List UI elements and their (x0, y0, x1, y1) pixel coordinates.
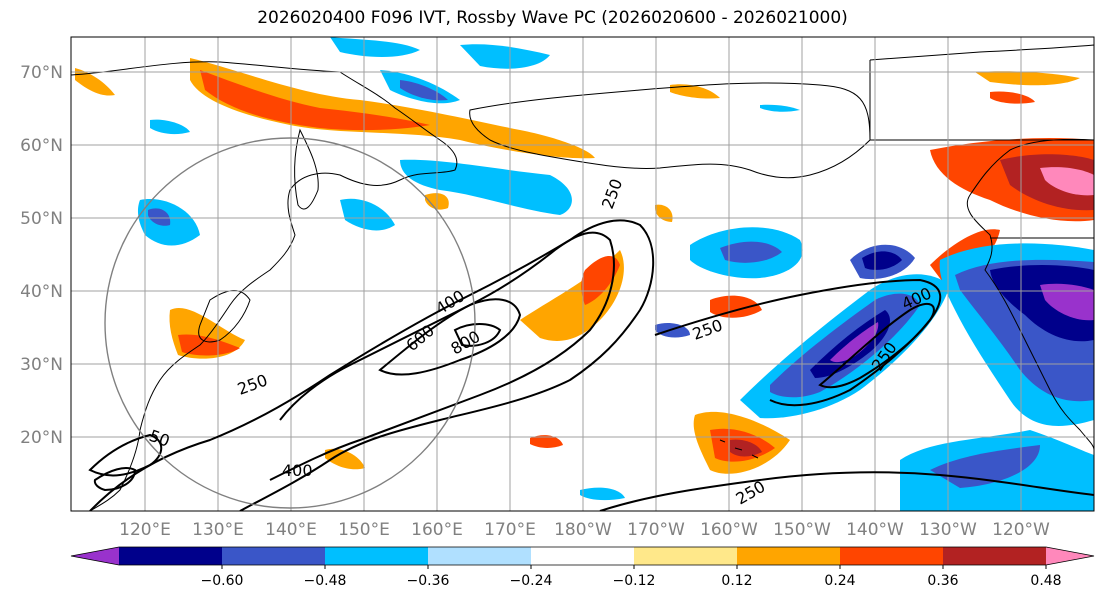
lat-label: 70°N (20, 63, 63, 83)
positive-anomaly-regions (75, 58, 1094, 474)
colorbar-segment (840, 547, 944, 565)
neg-region-small-c (760, 104, 800, 112)
colorbar-tick-label: −0.60 (201, 573, 244, 589)
colorbar-segment (634, 547, 738, 565)
latitude-labels: 70°N 60°N 50°N 40°N 30°N 20°N (20, 63, 63, 448)
coastline-hawaii (719, 439, 759, 459)
pos-region-small-2 (530, 435, 563, 448)
ivt-contour-250-south (599, 471, 1094, 511)
neg-region-arctic-1-core (400, 80, 448, 101)
lon-label: 130°E (192, 520, 244, 540)
neg-region-aleutian-mid (340, 198, 395, 231)
neg-region-pacific-150w-core (720, 241, 782, 263)
plot-frame (70, 36, 1095, 512)
coastline-kamchatka (294, 128, 319, 210)
ivt-contours (88, 219, 1094, 511)
colorbar-tick-label: 0.24 (824, 573, 855, 589)
colorbar-segment (119, 547, 223, 565)
lon-label: 160°E (411, 520, 463, 540)
lon-label: 170°E (484, 520, 536, 540)
lon-label: 140°W (846, 520, 904, 540)
grid-lines (71, 37, 1094, 511)
ivt-contour-sw-loop (93, 467, 137, 492)
colorbar-arrow-high (1046, 547, 1094, 565)
neg-region-okhotsk-core (148, 208, 171, 226)
neg-region-west-us-navy (990, 265, 1094, 342)
colorbar-segment (943, 547, 1047, 565)
pos-region-siberia (190, 58, 595, 159)
ivt-contour-400-east (818, 302, 935, 389)
lat-label: 40°N (20, 282, 63, 302)
neg-region-north-small (150, 119, 190, 135)
ivt-contour-800 (453, 323, 502, 347)
lat-label: 60°N (20, 136, 63, 156)
ivt-contour-50-sw (88, 433, 163, 477)
neg-region-bering (400, 159, 572, 215)
rossby-wave-circle (104, 137, 476, 509)
colorbar-tick-label: 0.36 (927, 573, 958, 589)
colorbar-tick-label: 0.48 (1030, 573, 1061, 589)
pos-region-siberia-core (200, 70, 430, 131)
ivt-contour-250-west (89, 219, 655, 511)
lon-label: 180°W (554, 520, 612, 540)
coastline-alaska (469, 82, 871, 179)
colorbar-tick-label: −0.48 (304, 573, 347, 589)
lon-label: 130°W (919, 520, 977, 540)
lon-label: 120°E (119, 520, 171, 540)
colorbar: −0.60 −0.48 −0.36 −0.24 −0.12 0.12 0.24 0.36 0.4… (70, 546, 1095, 589)
neg-region-ne-pacific-navy (862, 251, 902, 270)
lon-label: 150°E (338, 520, 390, 540)
colorbar-segment (222, 547, 326, 565)
lat-label: 20°N (20, 428, 63, 448)
map-title: 2026020400 F096 IVT, Rossby Wave PC (202… (257, 8, 848, 28)
lon-label: 150°W (773, 520, 831, 540)
pos-region-hawaii-dark (730, 439, 762, 457)
coastline-canada (869, 44, 1094, 451)
neg-region-kamchatka (330, 37, 420, 57)
ivt-contour-600 (378, 298, 522, 376)
colorbar-segment (531, 547, 635, 565)
pos-region-canada-top-core (990, 91, 1035, 104)
neg-region-west-us-purple (1040, 283, 1094, 321)
lon-label: 170°W (627, 520, 685, 540)
colorbar-tick-label: −0.12 (613, 573, 656, 589)
negative-anomaly-regions (137, 37, 1094, 511)
pos-region-alaska-top (670, 84, 720, 99)
lon-label: 160°W (700, 520, 758, 540)
colorbar-segment (325, 547, 429, 565)
longitude-labels: 120°E 130°E 140°E 150°E 160°E 170°E 180°… (119, 520, 1050, 540)
pos-region-west-blob (75, 68, 115, 96)
pos-region-canada-top (975, 71, 1080, 86)
colorbar-tick-label: 0.12 (721, 573, 752, 589)
ivt-contour-250-east (654, 278, 942, 407)
pos-region-japan-core (178, 334, 240, 356)
colorbar-segment (737, 547, 841, 565)
colorbar-tick-label: −0.36 (407, 573, 450, 589)
lon-label: 120°W (992, 520, 1050, 540)
ivt-contour-400-west (269, 231, 615, 481)
contour-label: 400 (282, 461, 313, 480)
colorbar-outline (70, 546, 1095, 566)
lon-label: 140°E (265, 520, 317, 540)
neg-region-arctic-2 (460, 44, 550, 69)
lat-label: 30°N (20, 355, 63, 375)
coastline-bc-border (869, 60, 1094, 141)
neg-region-small-b (580, 487, 625, 501)
pos-region-small-1 (710, 295, 762, 318)
anomaly-fill-layer (71, 37, 1094, 511)
colorbar-segment (428, 547, 532, 565)
colorbar-arrow-low (71, 547, 119, 565)
pos-region-south-small (325, 448, 365, 470)
lat-label: 50°N (20, 209, 63, 229)
pos-region-mid-pacific-core (581, 255, 620, 305)
pos-region-pnw-pink (1040, 167, 1094, 196)
neg-region-band-sw-purple (830, 322, 879, 363)
colorbar-tick-label: −0.24 (510, 573, 553, 589)
